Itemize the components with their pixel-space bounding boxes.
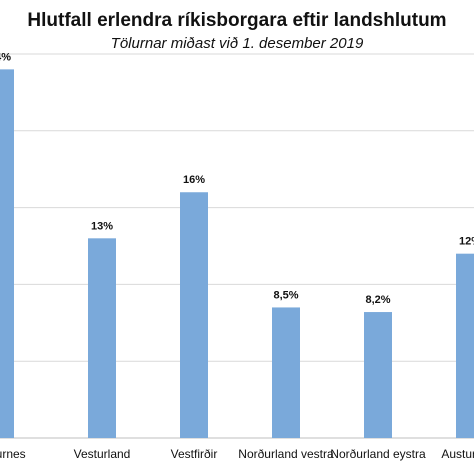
bar-1	[0, 69, 14, 439]
category-label-3: Vestfirðir	[171, 447, 218, 461]
value-label-3: 16%	[183, 174, 205, 186]
value-labels: 24% 13% 16% 8,5% 8,2% 12%	[0, 51, 474, 306]
gridlines	[0, 53, 474, 439]
bar-6	[456, 253, 474, 438]
value-label-5: 8,2%	[365, 294, 390, 306]
value-label-6: 12%	[459, 236, 474, 248]
chart-subtitle: Tölurnar miðast við 1. desember 2019	[110, 35, 364, 52]
bars	[0, 69, 474, 439]
category-label-1: Suðurnes	[0, 447, 26, 461]
chart-title: Hlutfall erlendra ríkisborgara eftir lan…	[27, 10, 447, 31]
category-label-2: Vesturland	[74, 447, 131, 461]
category-labels: Suðurnes Vesturland Vestfirðir Norðurland v…	[0, 447, 474, 461]
category-label-6: Austurland	[441, 447, 474, 461]
value-label-2: 13%	[91, 220, 113, 232]
bar-3	[180, 192, 208, 438]
value-label-1: 24%	[0, 51, 11, 63]
value-label-4: 8,5%	[273, 289, 298, 301]
category-label-5: Norðurland eystra	[330, 447, 426, 461]
bar-2	[88, 238, 116, 438]
bar-4	[272, 307, 300, 438]
bar-5	[364, 312, 392, 438]
category-label-4: Norðurland vestra	[238, 447, 334, 461]
